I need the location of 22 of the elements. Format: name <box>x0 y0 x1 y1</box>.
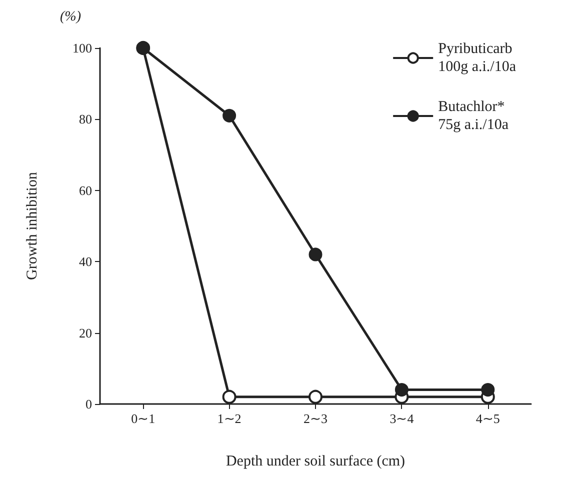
y-tick-label: 40 <box>79 254 92 270</box>
y-tick-label: 0 <box>86 396 92 412</box>
legend-label: Butachlor* 75g a.i./10a <box>438 99 509 133</box>
y-tick-label: 80 <box>79 112 92 127</box>
point <box>394 383 408 397</box>
x-tick-label: 1∼2 <box>217 411 242 426</box>
point <box>308 390 322 404</box>
legend-label: Pyributicarb 100g a.i./10a <box>438 41 516 75</box>
x-tick-label: 4∼5 <box>476 411 500 426</box>
point <box>222 390 236 404</box>
x-tick-label: 2∼3 <box>304 411 328 426</box>
point <box>308 248 322 262</box>
x-tick-label: 0∼1 <box>131 411 156 426</box>
point <box>481 383 495 397</box>
y-axis-title: Growth inhibition <box>24 172 40 280</box>
x-tick-label: 3∼4 <box>390 411 414 426</box>
x-axis-title: Depth under soil surface (cm) <box>226 454 406 470</box>
y-tick-label: 60 <box>79 182 92 198</box>
y-tick-label: 100 <box>72 40 92 56</box>
text: (%) <box>60 10 82 24</box>
y-tick-label: 20 <box>79 325 92 340</box>
point <box>222 108 236 122</box>
